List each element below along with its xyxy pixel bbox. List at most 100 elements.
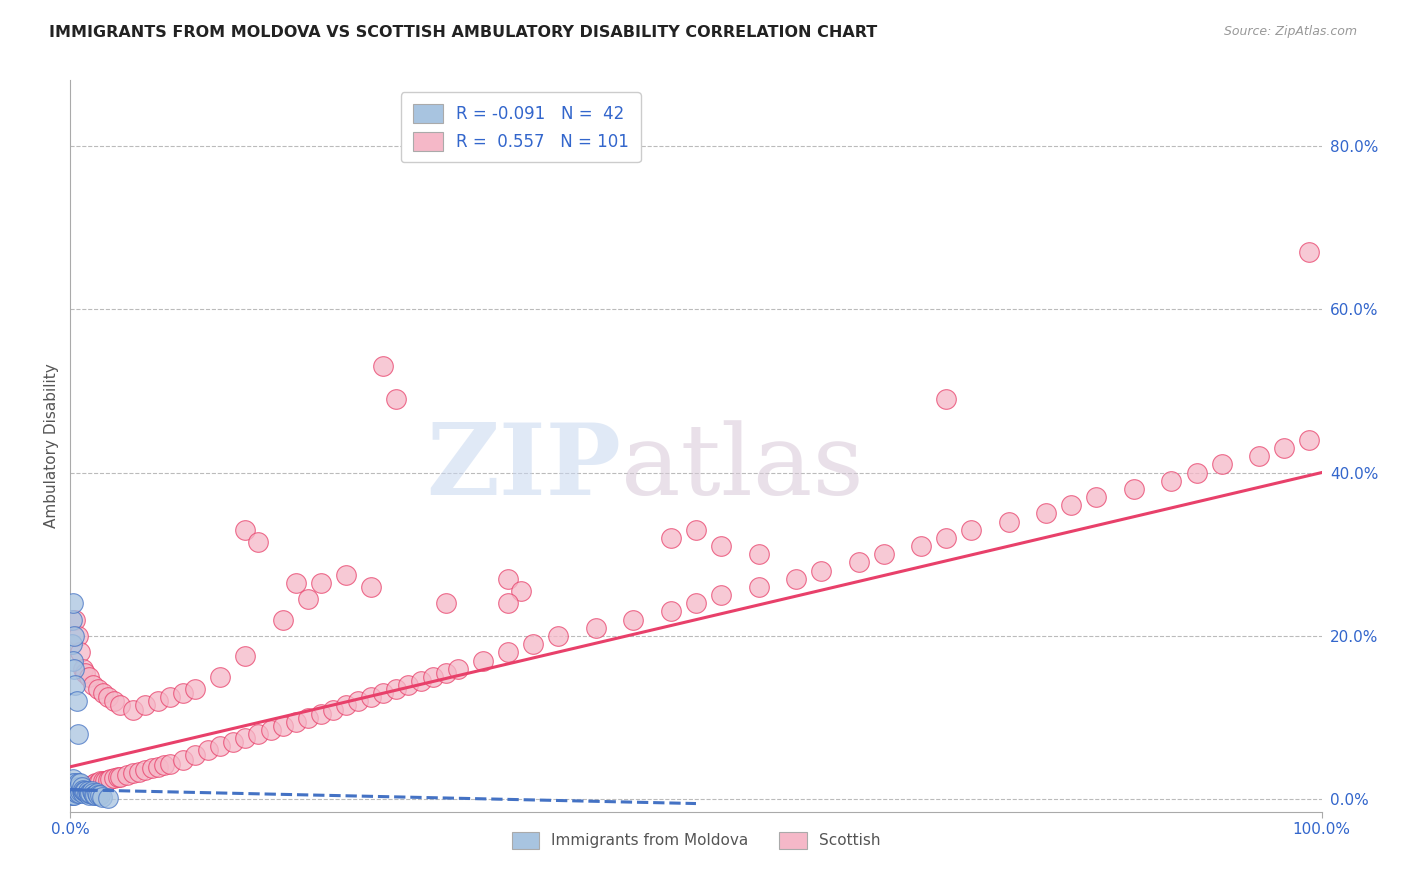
Point	[63, 662, 86, 676]
Point	[146, 694, 169, 708]
Point	[80, 784, 103, 798]
Point	[73, 784, 96, 798]
Point	[70, 780, 93, 795]
Point	[63, 629, 86, 643]
Point	[172, 686, 194, 700]
Point	[159, 756, 181, 771]
Point	[748, 580, 770, 594]
Point	[60, 789, 83, 803]
Point	[82, 786, 104, 800]
Point	[309, 575, 332, 590]
Point	[284, 714, 307, 729]
Point	[87, 682, 110, 697]
Point	[103, 771, 125, 785]
Point	[79, 786, 101, 800]
Point	[159, 690, 181, 705]
Point	[77, 670, 100, 684]
Point	[685, 596, 707, 610]
Text: Source: ZipAtlas.com: Source: ZipAtlas.com	[1223, 25, 1357, 38]
Point	[60, 776, 83, 790]
Point	[1185, 466, 1208, 480]
Point	[810, 564, 832, 578]
Point	[65, 782, 87, 797]
Point	[1298, 244, 1320, 259]
Point	[62, 784, 84, 798]
Point	[848, 556, 870, 570]
Point	[66, 629, 89, 643]
Point	[103, 694, 125, 708]
Point	[872, 547, 894, 561]
Point	[97, 772, 120, 787]
Point	[76, 780, 98, 795]
Point	[509, 584, 531, 599]
Point	[522, 637, 544, 651]
Point	[83, 777, 105, 791]
Point	[87, 776, 110, 790]
Point	[69, 645, 91, 659]
Point	[69, 782, 91, 797]
Point	[447, 662, 470, 676]
Point	[110, 770, 132, 784]
Point	[360, 580, 382, 594]
Point	[128, 764, 150, 779]
Point	[72, 662, 94, 676]
Point	[65, 784, 87, 798]
Y-axis label: Ambulatory Disability: Ambulatory Disability	[44, 364, 59, 528]
Point	[66, 776, 89, 790]
Point	[259, 723, 281, 737]
Point	[72, 780, 94, 795]
Point	[710, 588, 733, 602]
Point	[1272, 441, 1295, 455]
Point	[1122, 482, 1144, 496]
Point	[67, 786, 90, 800]
Point	[297, 711, 319, 725]
Point	[62, 654, 84, 668]
Point	[91, 686, 114, 700]
Point	[76, 780, 98, 794]
Point	[184, 682, 207, 697]
Point	[1060, 498, 1083, 512]
Point	[62, 776, 84, 790]
Point	[384, 392, 406, 406]
Point	[422, 670, 444, 684]
Point	[121, 766, 145, 780]
Point	[65, 784, 87, 798]
Point	[60, 784, 83, 798]
Point	[247, 535, 270, 549]
Point	[271, 613, 294, 627]
Point	[70, 780, 93, 795]
Point	[335, 698, 357, 713]
Point	[72, 782, 94, 797]
Point	[141, 761, 163, 775]
Point	[75, 780, 97, 795]
Point	[146, 760, 169, 774]
Point	[63, 780, 86, 795]
Point	[1160, 474, 1182, 488]
Point	[134, 763, 156, 777]
Point	[134, 698, 156, 713]
Point	[65, 613, 87, 627]
Point	[94, 773, 117, 788]
Point	[90, 790, 112, 805]
Point	[209, 739, 232, 754]
Point	[62, 596, 84, 610]
Point	[685, 523, 707, 537]
Point	[384, 682, 406, 697]
Point	[65, 780, 87, 795]
Point	[83, 789, 105, 803]
Point	[65, 784, 87, 798]
Point	[82, 778, 104, 792]
Point	[409, 673, 432, 688]
Point	[69, 776, 91, 790]
Point	[80, 778, 103, 792]
Point	[1085, 490, 1108, 504]
Point	[197, 743, 219, 757]
Text: atlas: atlas	[621, 420, 863, 516]
Point	[77, 789, 100, 803]
Point	[1249, 449, 1271, 463]
Point	[76, 784, 98, 798]
Point	[63, 776, 86, 790]
Point	[72, 786, 94, 800]
Point	[65, 694, 87, 708]
Point	[77, 780, 100, 794]
